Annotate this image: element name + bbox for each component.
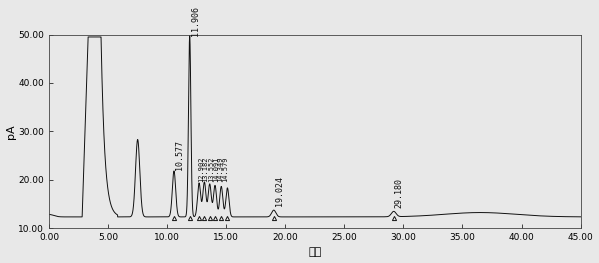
Text: 11.906: 11.906: [190, 6, 199, 36]
Text: 13.182: 13.182: [202, 156, 208, 182]
Text: 29.180: 29.180: [395, 178, 404, 208]
Text: 14.349: 14.349: [217, 156, 223, 182]
Y-axis label: pA: pA: [5, 124, 16, 139]
X-axis label: 分钟: 分钟: [308, 247, 322, 257]
Text: 13.552: 13.552: [208, 156, 214, 182]
Text: 14.091: 14.091: [213, 156, 219, 182]
Text: 12.902: 12.902: [198, 156, 204, 182]
Text: 10.577: 10.577: [175, 140, 184, 170]
Text: 19.024: 19.024: [275, 176, 284, 206]
Text: 14.579: 14.579: [222, 156, 228, 182]
